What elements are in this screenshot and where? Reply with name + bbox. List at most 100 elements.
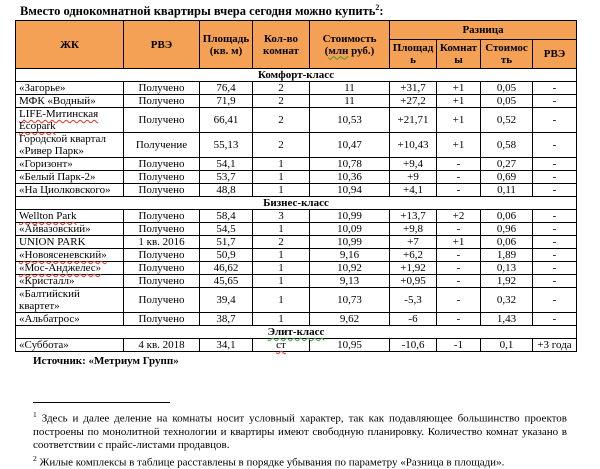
table-row: «Кристалл» Получено 45,65 1 9,13 +0,95-1,92-: [15, 274, 578, 289]
cell-diff-price: 0,96: [480, 222, 533, 237]
cell-name: Wellton Park: [15, 209, 124, 224]
cell-price: 10,94: [309, 183, 390, 198]
cell-diff-price: 0,69: [480, 170, 533, 185]
cell-diff-area: +9: [389, 170, 437, 185]
cell-price: 10,99: [309, 209, 390, 224]
cell-diff-price: 0,11: [480, 183, 533, 198]
table-row: UNION PARK 1 кв. 2016 51,7 2 10,99 +7 +1 0,06-: [15, 235, 578, 250]
cell-area: 54,1: [199, 157, 253, 172]
apartments-table: ЖК РВЭ Площадь (кв. м) Кол-во комнат Сто…: [14, 20, 578, 353]
cell-diff-rve: -: [531, 183, 578, 198]
cell-rooms: 2: [252, 94, 310, 109]
cell-rooms: 1: [252, 183, 310, 198]
table-body: Комфорт-класс «Загорье» Получено 76,4 2 11 +31…: [14, 68, 578, 353]
col-header-diff-rve: РВЭ: [531, 39, 578, 70]
cell-price: 10,36: [309, 170, 390, 185]
cell-diff-area: +13,7: [389, 209, 437, 224]
cell-price: 11: [309, 94, 390, 109]
section-row: Элит-класс: [14, 325, 578, 340]
cell-rve: Получено: [123, 274, 200, 289]
price-header-unit-open: (: [324, 44, 329, 57]
cell-rooms: 1: [252, 261, 310, 276]
cell-diff-price: 0,52: [480, 107, 533, 134]
cell-rve: Получено: [123, 157, 200, 172]
cell-price: 10,78: [309, 157, 390, 172]
section-label: Бизнес-класс: [14, 196, 578, 211]
col-header-zhk: ЖК: [15, 20, 124, 70]
cell-rve: Получено: [123, 209, 200, 224]
cell-diff-rve: -: [531, 274, 578, 289]
cell-rve: 1 кв. 2016: [123, 235, 200, 250]
cell-rooms: 1: [252, 170, 310, 185]
cell-name: «На Циолковского»: [15, 183, 124, 198]
cell-rve: Получено: [123, 81, 200, 96]
cell-area: 46,62: [199, 261, 253, 276]
section-label: Комфорт-класс: [14, 68, 578, 83]
footnote-area: 1 Здесь и далее деление на комнаты носит…: [33, 402, 567, 469]
cell-name: «Загорье»: [15, 81, 124, 96]
cell-rooms: 1: [252, 287, 310, 314]
cell-rooms: 1: [252, 248, 310, 263]
footnote-2-text: Жилые комплексы в таблице расставлены в …: [39, 456, 505, 469]
footnote-separator: [33, 402, 170, 403]
cell-area: 71,9: [199, 94, 253, 109]
cell-diff-price: 1,43: [480, 312, 533, 327]
cell-rooms: 3: [252, 209, 310, 224]
cell-diff-rve: -: [531, 287, 578, 314]
cell-diff-area: -10,6: [389, 338, 437, 353]
cell-name: «Белый Парк-2»: [15, 170, 124, 185]
cell-rooms: 2: [252, 235, 310, 250]
footnote-2: 2 Жилые комплексы в таблице расставлены …: [33, 452, 567, 469]
table-row: «Суббота» 4 кв. 2018 34,1 ст 10,95 -10,6 -1 0,1…: [15, 338, 578, 353]
cell-diff-rve: -: [531, 235, 578, 250]
cell-diff-rve: -: [531, 94, 578, 109]
cell-diff-price: 0,13: [480, 261, 533, 276]
cell-area: 54,5: [199, 222, 253, 237]
cell-diff-rve: -: [531, 261, 578, 276]
cell-diff-rve: -: [531, 209, 578, 224]
table-row: Wellton Park Получено 58,4 3 10,99 +13,7 +2 0,0…: [15, 209, 578, 224]
cell-name: UNION PARK: [15, 235, 124, 250]
table-row: «На Циолковского» Получено 48,8 1 10,94 +4,1-…: [15, 183, 578, 198]
cell-name: «Мос-Анджелес»: [15, 261, 124, 276]
cell-area: 51,7: [199, 235, 253, 250]
cell-diff-area: +21,71: [389, 107, 437, 134]
cell-price: 10,95: [309, 338, 390, 353]
cell-diff-area: +7: [389, 235, 437, 250]
cell-area: 34,1: [199, 338, 253, 353]
cell-diff-rve: -: [531, 107, 578, 134]
section-row: Бизнес-класс: [14, 196, 578, 211]
cell-diff-price: 1,92: [480, 274, 533, 289]
cell-rooms: 1: [252, 312, 310, 327]
cell-name: LIFE-Митинская Ecopark: [15, 107, 124, 134]
cell-price: 10,92: [309, 261, 390, 276]
cell-diff-rooms: -: [436, 222, 481, 237]
cell-area: 50,9: [199, 248, 253, 263]
cell-diff-rooms: -: [436, 287, 481, 314]
cell-diff-rve: -: [531, 312, 578, 327]
cell-rve: 4 кв. 2018: [123, 338, 200, 353]
cell-diff-area: +0,95: [389, 274, 437, 289]
cell-area: 66,41: [199, 107, 253, 134]
col-header-rooms: Кол-во комнат: [252, 20, 310, 70]
cell-name: «Балтийский квартет»: [15, 287, 124, 314]
cell-price: 10,53: [309, 107, 390, 134]
cell-diff-area: +6,2: [389, 248, 437, 263]
cell-rooms: 2: [252, 132, 310, 159]
table-row: «Мос-Анджелес» Получено 46,62 1 10,92 +1,92-0…: [15, 261, 578, 276]
col-header-diff-price: Стоимость: [480, 39, 533, 70]
cell-rooms: 2: [252, 81, 310, 96]
cell-area: 55,13: [199, 132, 253, 159]
cell-rve: Получено: [123, 107, 200, 134]
cell-diff-price: 0,06: [480, 209, 533, 224]
table-row: «Белый Парк-2» Получено 53,7 1 10,36 +9-0,69-: [15, 170, 578, 185]
cell-price: 10,47: [309, 132, 390, 159]
cell-diff-price: 0,06: [480, 235, 533, 250]
cell-diff-rve: +3 года: [531, 338, 578, 353]
cell-name: «Суббота»: [15, 338, 124, 353]
cell-rve: Получено: [123, 170, 200, 185]
doc-title: Вместо однокомнатной квартиры вчера сего…: [20, 1, 600, 18]
cell-diff-area: +10,43: [389, 132, 437, 159]
cell-area: 38,7: [199, 312, 253, 327]
